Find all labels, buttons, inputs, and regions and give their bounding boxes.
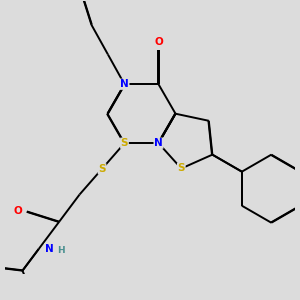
Text: N: N xyxy=(154,138,163,148)
Text: S: S xyxy=(178,164,185,173)
Text: N: N xyxy=(120,79,129,89)
Text: S: S xyxy=(98,164,106,174)
Text: H: H xyxy=(57,246,65,255)
Text: O: O xyxy=(14,206,23,217)
Text: S: S xyxy=(121,138,128,148)
Text: O: O xyxy=(154,37,163,47)
Text: N: N xyxy=(45,244,53,254)
